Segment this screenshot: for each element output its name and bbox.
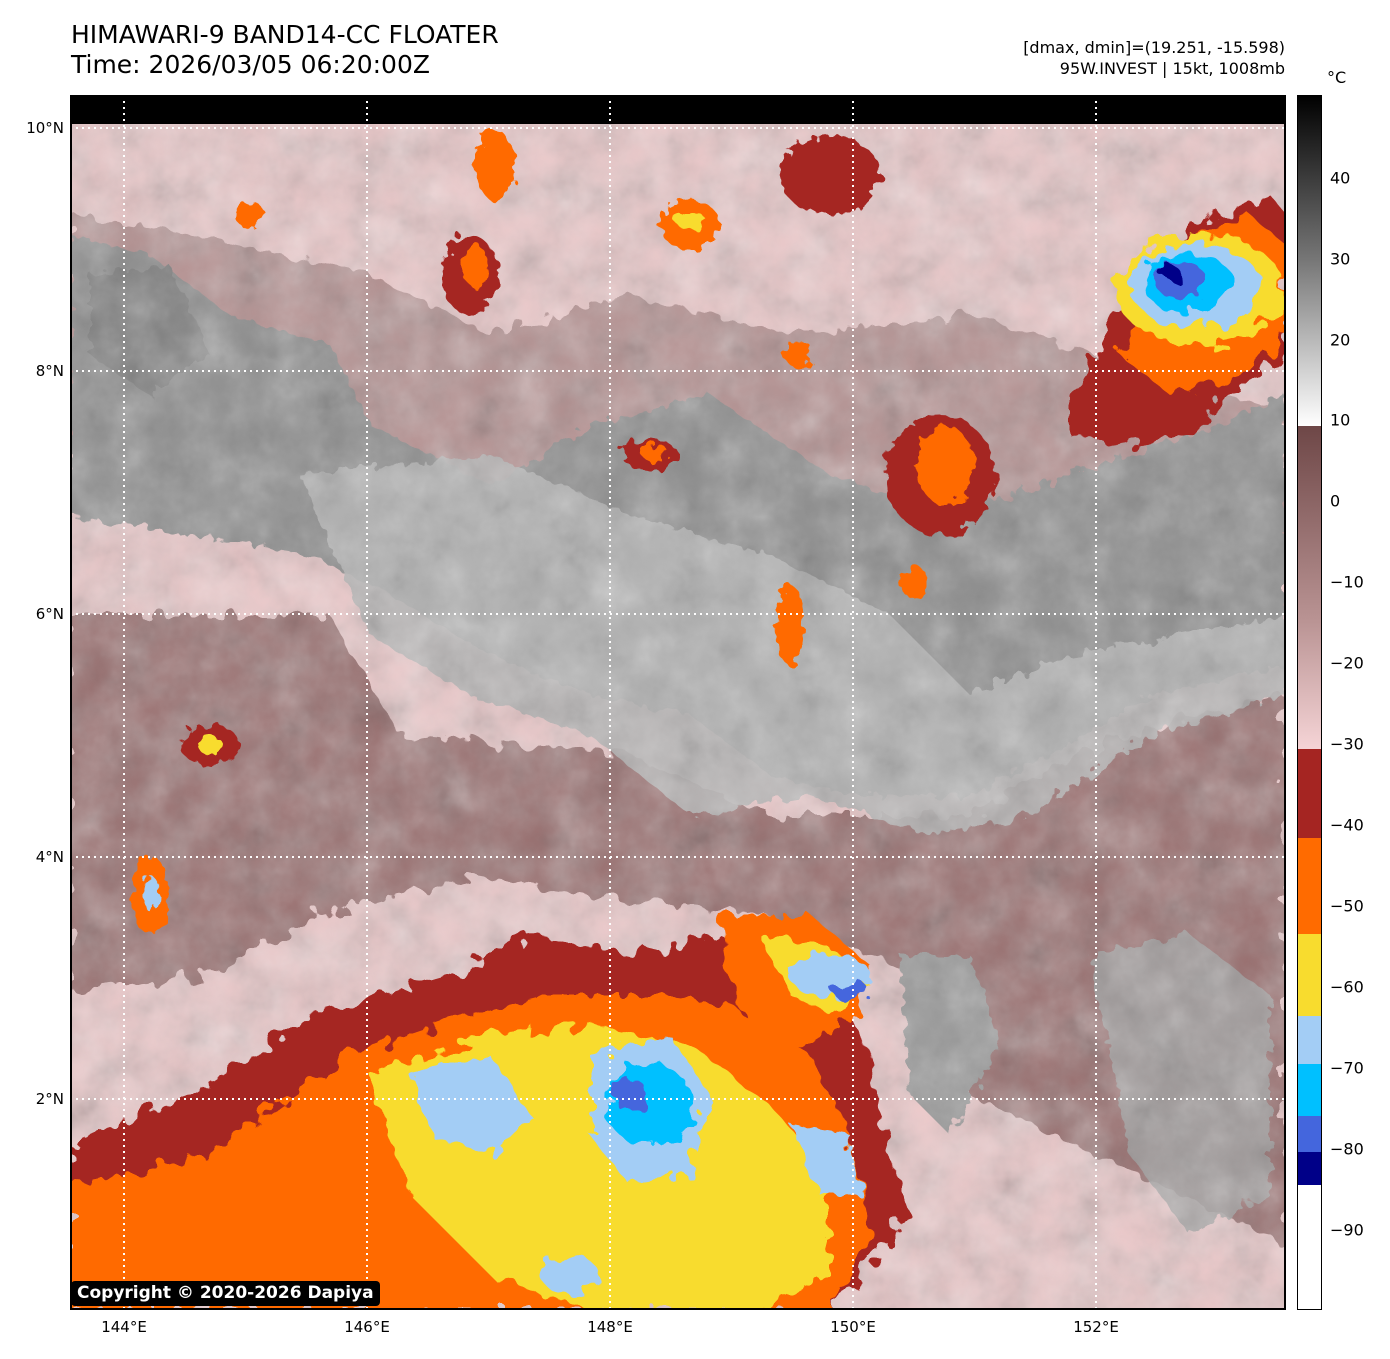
invest-readout: 95W.INVEST | 15kt, 1008mb	[1059, 59, 1285, 78]
lon-label-150e: 150°E	[830, 1318, 876, 1336]
colorbar-label-20: 20	[1330, 330, 1351, 350]
colorbar-label-minus90: −90	[1330, 1220, 1364, 1240]
satellite-map	[70, 95, 1286, 1310]
lon-label-152e: 152°E	[1073, 1318, 1119, 1336]
storm-info: [dmax, dmin]=(19.251, -15.598) 95W.INVES…	[1023, 37, 1285, 79]
colorbar-label-minus70: −70	[1330, 1058, 1364, 1078]
dmax-dmin-readout: [dmax, dmin]=(19.251, -15.598)	[1023, 38, 1285, 57]
title-line-2: Time: 2026/03/05 06:20:00Z	[71, 50, 430, 79]
colorbar-label-40: 40	[1330, 168, 1351, 188]
colorbar-label-minus50: −50	[1330, 896, 1364, 916]
lat-label-2n: 2°N	[35, 1090, 64, 1108]
chart-title: HIMAWARI-9 BAND14-CC FLOATER Time: 2026/…	[71, 20, 499, 80]
colorbar-label-10: 10	[1330, 410, 1351, 430]
colorbar-label-minus80: −80	[1330, 1139, 1364, 1159]
lon-label-146e: 146°E	[344, 1318, 390, 1336]
satellite-imagery	[70, 95, 1286, 1310]
colorbar	[1297, 95, 1322, 1310]
colorbar-scale	[1297, 95, 1322, 1310]
lat-label-6n: 6°N	[35, 605, 64, 623]
colorbar-label-minus20: −20	[1330, 653, 1364, 673]
scattered-cells	[132, 130, 995, 935]
colorbar-label-minus40: −40	[1330, 815, 1364, 835]
colorbar-label-minus60: −60	[1330, 977, 1364, 997]
copyright-badge: Copyright © 2020-2026 Dapiya	[71, 1281, 380, 1306]
colorbar-label-minus10: −10	[1330, 572, 1364, 592]
lat-label-4n: 4°N	[35, 848, 64, 866]
title-line-1: HIMAWARI-9 BAND14-CC FLOATER	[71, 20, 499, 49]
colorbar-label-30: 30	[1330, 249, 1351, 269]
gridlines	[70, 95, 1286, 1310]
convective-cluster-south	[70, 915, 910, 1310]
colorbar-unit: °C	[1327, 68, 1347, 87]
colorbar-label-0: 0	[1330, 491, 1341, 511]
lon-label-148e: 148°E	[587, 1318, 633, 1336]
lat-label-10n: 10°N	[26, 119, 64, 137]
lat-label-8n: 8°N	[35, 362, 64, 380]
convective-cluster-north-east	[1070, 195, 1286, 445]
colorbar-label-minus30: −30	[1330, 734, 1364, 754]
lon-label-144e: 144°E	[101, 1318, 147, 1336]
